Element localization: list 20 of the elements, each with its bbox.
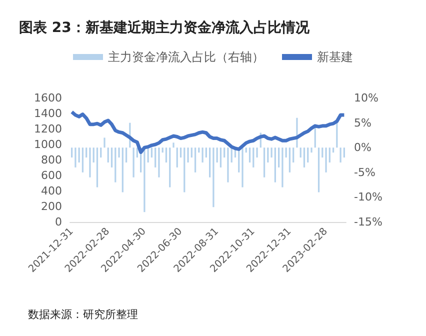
- y2-tick-label: 0%: [354, 141, 372, 154]
- y-tick-label: 0: [55, 216, 62, 228]
- y-tick-label: 800: [41, 154, 62, 166]
- source-note: 数据来源：研究所整理: [28, 308, 138, 321]
- y-tick-label: 200: [41, 200, 62, 213]
- y2-tick-label: -5%: [354, 166, 376, 179]
- chart-title: 图表 23：新基建近期主力资金净流入占比情况: [19, 19, 310, 36]
- legend-label: 新基建: [317, 50, 353, 64]
- y-tick-label: 1600: [34, 92, 62, 104]
- y2-tick-label: 5%: [354, 116, 372, 130]
- y-tick-label: 400: [41, 184, 62, 198]
- y-tick-label: 1000: [34, 138, 62, 151]
- y-tick-label: 1200: [34, 122, 62, 136]
- y2-tick-label: -15%: [354, 216, 382, 228]
- y-tick-label: 600: [41, 169, 62, 182]
- line-series: [70, 110, 346, 154]
- legend-label: 主力资金净流入占比（右轴）: [108, 50, 264, 64]
- y2-tick-label: -10%: [354, 190, 382, 204]
- y-tick-label: 1400: [34, 107, 62, 120]
- y2-tick-label: 10%: [354, 92, 378, 104]
